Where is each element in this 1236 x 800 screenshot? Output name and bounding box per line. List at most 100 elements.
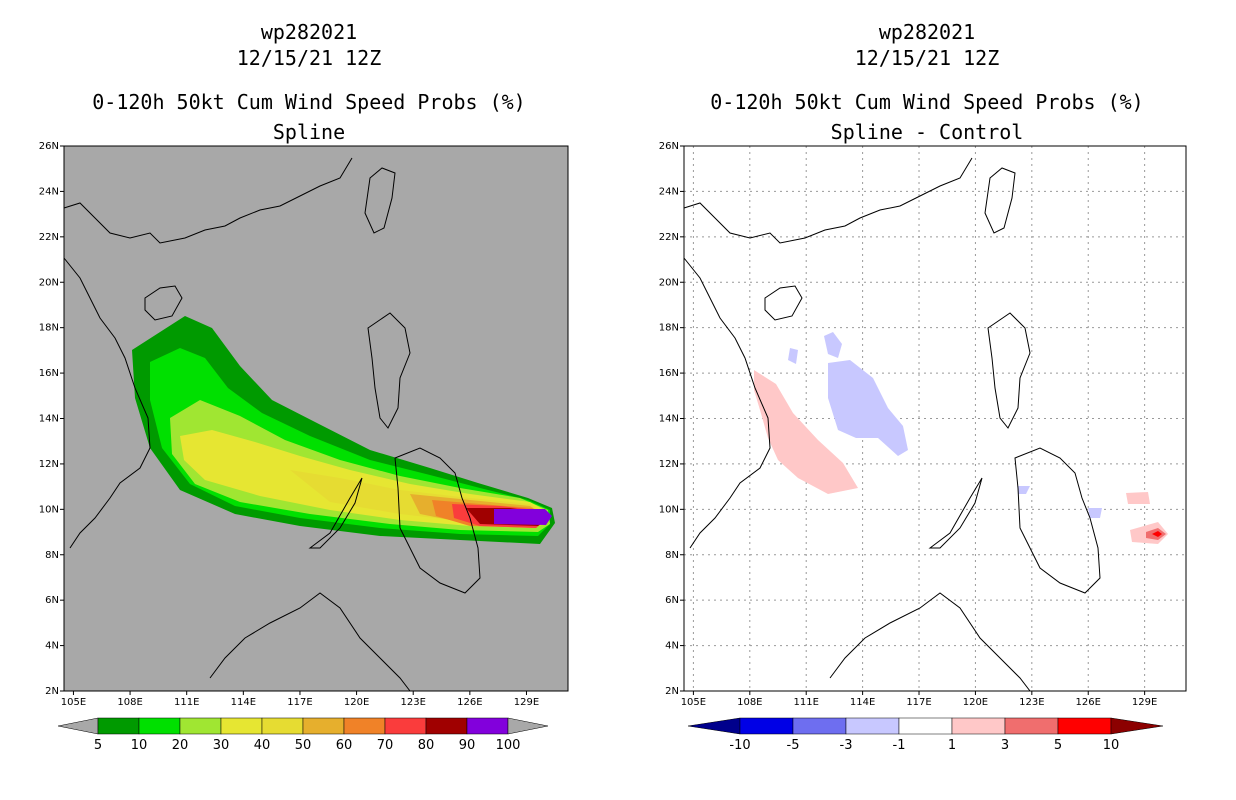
lat-tick-label: 12N [659,459,679,470]
lat-tick-label: 12N [39,459,59,470]
lon-tick-label: 120E [963,697,988,708]
lon-tick-label: 111E [174,697,199,708]
left-plot-area: 2N 4N 6N 8N 10N 12N 14N 16N 18N 20N 22N 24N 26N 105E… [39,141,569,708]
left-title-date: 12/15/21 12Z [236,46,382,70]
lat-tick-label: 10N [659,504,679,515]
lon-tick-label: 111E [794,697,819,708]
colorbar-label: 20 [172,738,189,753]
right-lon-ticks: 105E 108E 111E 114E 117E 120E 123E 126E 129E [681,691,1157,708]
prob-90 [494,509,552,525]
lon-tick-label: 108E [737,697,762,708]
diff-negative-east [1088,508,1102,518]
colorbar-swatch [97,717,140,735]
colorbar-end-left [57,717,99,735]
colorbar-swatch [1057,717,1112,735]
lon-tick-label: 129E [1132,697,1157,708]
right-coastlines [683,157,1101,692]
colorbar-label: 5 [94,738,102,753]
lat-tick-label: 26N [39,141,59,152]
right-title-method: Spline - Control [830,120,1024,144]
lon-tick-label: 105E [681,697,706,708]
right-gridlines [684,146,1186,691]
lon-tick-label: 123E [1019,697,1044,708]
lon-tick-label: 114E [850,697,875,708]
left-panel: wp282021 12/15/21 12Z 0-120h 50kt Cum Wi… [39,20,569,753]
colorbar-swatch [792,717,847,735]
left-lon-ticks: 105E 108E 111E 114E 117E 120E 123E 126E 129E [61,691,539,708]
lat-tick-label: 2N [45,686,59,697]
colorbar-label: 90 [459,738,476,753]
right-title-storm: wp282021 [878,20,976,44]
colorbar-label: -5 [787,738,800,753]
lon-tick-label: 120E [344,697,369,708]
lat-tick-label: 20N [659,277,679,288]
right-title-product: 0-120h 50kt Cum Wind Speed Probs (%) [710,90,1144,114]
colorbar-swatch [425,717,468,735]
right-title-date: 12/15/21 12Z [854,46,1000,70]
colorbar-swatch [220,717,263,735]
colorbar-label: 10 [131,738,148,753]
lon-tick-label: 126E [1076,697,1101,708]
colorbar-label: 80 [418,738,435,753]
colorbar-label: -3 [840,738,853,753]
lat-tick-label: 24N [659,186,679,197]
left-coastlines [63,157,481,692]
colorbar-label: 70 [377,738,394,753]
lat-tick-label: 24N [39,186,59,197]
lon-tick-label: 105E [61,697,86,708]
lat-tick-label: 20N [39,277,59,288]
diff-positive-south-china-sea [754,370,858,494]
lat-tick-label: 8N [45,550,59,561]
lat-tick-label: 8N [665,550,679,561]
colorbar-swatch [138,717,181,735]
lat-tick-label: 18N [659,323,679,334]
colorbar-label: 50 [295,738,312,753]
left-title-product: 0-120h 50kt Cum Wind Speed Probs (%) [92,90,526,114]
colorbar-swatch [1004,717,1059,735]
colorbar-swatch [261,717,304,735]
colorbar-swatch [466,717,509,735]
colorbar-swatch [384,717,427,735]
colorbar-swatch [302,717,345,735]
lat-tick-label: 14N [659,414,679,425]
colorbar-end-right [1110,717,1164,735]
left-lat-ticks: 2N 4N 6N 8N 10N 12N 14N 16N 18N 20N 22N 24N 26N [39,141,64,697]
colorbar-swatch [343,717,386,735]
lon-tick-label: 123E [401,697,426,708]
lat-tick-label: 22N [39,232,59,243]
colorbar-swatch [898,717,953,735]
colorbar-label: -1 [893,738,906,753]
lat-tick-label: 6N [665,595,679,606]
left-colorbar: 5 10 20 30 40 50 60 70 80 90 100 [57,717,549,753]
left-title-storm: wp282021 [260,20,358,44]
colorbar-swatch [179,717,222,735]
lat-tick-label: 22N [659,232,679,243]
right-panel: wp282021 12/15/21 12Z 0-120h 50kt Cum Wi… [618,0,1236,800]
right-map: 2N 4N 6N 8N 10N 12N 14N 16N 18N 20N 22N 24N 26N 105E… [659,141,1187,753]
diff-negative-small [788,348,798,364]
diff-positive-east [1126,492,1150,504]
diff-negative-mid [1018,486,1030,494]
colorbar-end-right [507,717,549,735]
colorbar-swatch [845,717,900,735]
colorbar-label: 30 [213,738,230,753]
lon-tick-label: 114E [231,697,256,708]
colorbar-label: 3 [1001,738,1009,753]
left-map: 2N 4N 6N 8N 10N 12N 14N 16N 18N 20N 22N 24N 26N 105E… [39,141,569,753]
lon-tick-label: 126E [457,697,482,708]
diff-positive-east-peak [1152,531,1162,537]
colorbar-label: -10 [729,738,750,753]
diff-negative-central [828,360,908,456]
right-colorbar: -10 -5 -3 -1 1 3 5 10 [687,717,1164,753]
lat-tick-label: 18N [39,323,59,334]
colorbar-end-left [687,717,741,735]
colorbar-swatch [951,717,1006,735]
lon-tick-label: 108E [117,697,142,708]
colorbar-label: 60 [336,738,353,753]
diff-negative-north [824,332,842,358]
left-title-method: Spline [272,120,346,144]
lat-tick-label: 6N [45,595,59,606]
lat-tick-label: 16N [39,368,59,379]
colorbar-label: 5 [1054,738,1062,753]
lon-tick-label: 117E [287,697,312,708]
